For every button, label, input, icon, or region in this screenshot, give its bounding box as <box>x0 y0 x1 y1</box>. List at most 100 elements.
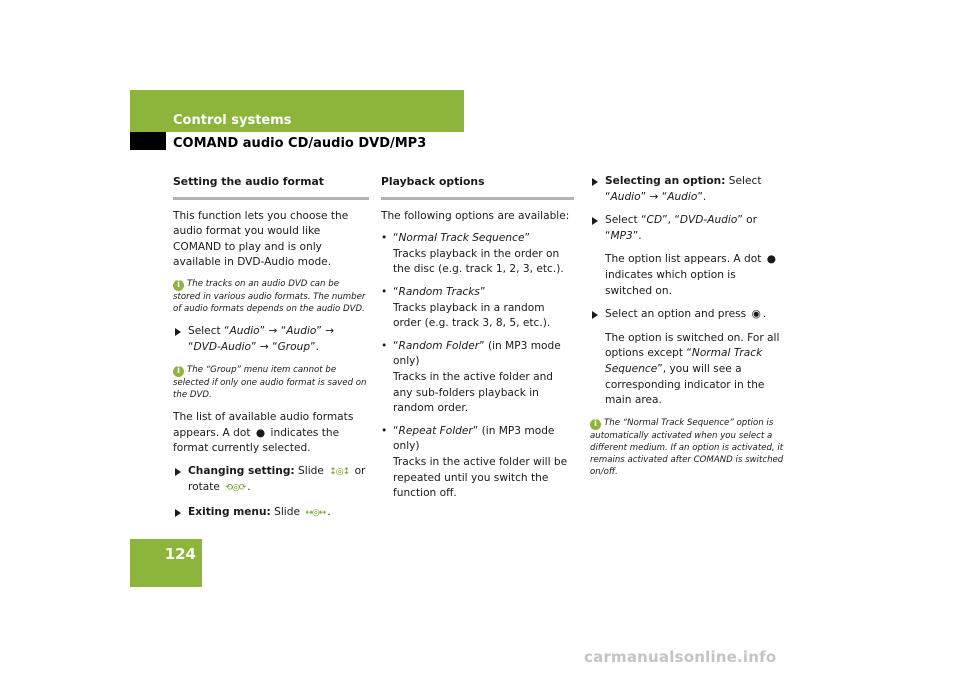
menu-item: MP3 <box>610 229 633 242</box>
bullet-icon: • <box>381 339 388 352</box>
step-text: ”, “ <box>662 214 680 227</box>
info-note: i The “Group” menu item cannot be selecte… <box>173 364 369 401</box>
menu-item: Audio <box>229 325 260 338</box>
info-note-text: The tracks on an audio DVD can be stored… <box>173 278 366 315</box>
intro-text: The following options are available: <box>381 209 570 222</box>
step-text: or rotate <box>188 464 366 494</box>
heading-rule <box>173 196 369 200</box>
instruction-step: Changing setting: Slide ↕◎↕ or rotate ⟲◎… <box>173 464 369 497</box>
dot-indicator-icon: ● <box>255 426 266 439</box>
body-text: The option is switched on. For all optio… <box>605 331 780 360</box>
instruction-step: Selecting an option: Select “Audio” → “A… <box>590 174 784 205</box>
option-name: Repeat Folder <box>398 424 473 437</box>
step-detail: The option list appears. A dot ● indicat… <box>590 252 784 299</box>
info-note-text: The “Normal Track Sequence” option is au… <box>590 417 784 478</box>
heading-playback-options: Playback options <box>381 175 485 188</box>
step-text: ”. <box>697 190 707 203</box>
arrow-bullet-icon <box>175 467 181 476</box>
dot-indicator-icon: ● <box>766 253 777 266</box>
step-text: Select an option and press <box>605 308 747 321</box>
section-marker <box>130 132 166 150</box>
step-text: ” → “ <box>640 190 668 203</box>
option-item: • “Random Folder” (in MP3 mode only) Track… <box>381 339 561 415</box>
section-title: Control systems <box>173 113 292 128</box>
info-icon: i <box>173 365 184 377</box>
option-description: Tracks in the active folder and any sub-… <box>393 370 554 415</box>
bullet-icon: • <box>381 424 388 437</box>
body-text: ”, you will see a corresponding indicato… <box>605 362 765 407</box>
step-text: ” → “ <box>251 340 278 353</box>
option-name: Random Folder <box>398 339 480 352</box>
info-icon: i <box>590 418 601 430</box>
instruction-step: Select an option and press ◉. <box>590 307 784 323</box>
body-text: indicates which option is switched on. <box>605 268 736 297</box>
body-text: The option list appears. A dot <box>605 253 762 266</box>
menu-item: Audio <box>610 190 641 203</box>
arrow-bullet-icon <box>592 217 598 226</box>
step-label: Changing setting: <box>188 464 295 477</box>
info-note: i The “Normal Track Sequence” option is a… <box>590 417 784 479</box>
option-item: • “Repeat Folder” (in MP3 mode only) Track… <box>381 424 568 500</box>
press-control-icon: ◉ <box>751 308 761 321</box>
slide-left-right-icon: ↔◎↔ <box>305 507 326 518</box>
option-item: • “Normal Track Sequence” Tracks playback … <box>381 232 564 276</box>
column-instructions: Selecting an option: Select “Audio” → “A… <box>590 174 784 488</box>
list-description: The list of available audio formats appe… <box>173 410 369 457</box>
option-description: Tracks playback in a random order (e.g. … <box>393 301 551 330</box>
menu-item: Audio <box>286 325 317 338</box>
options-list: • “Normal Track Sequence” Tracks playback … <box>381 231 574 502</box>
bullet-icon: • <box>381 232 388 245</box>
step-text: ”. <box>310 340 319 353</box>
step-label: Selecting an option: <box>605 175 726 187</box>
option-description: Tracks playback in the order on the disc… <box>393 247 564 276</box>
slide-up-down-icon: ↕◎↕ <box>329 466 350 477</box>
info-note-text: The “Group” menu item cannot be selected… <box>173 364 367 400</box>
step-text: ”. <box>632 229 642 242</box>
step-text: ” or “ <box>605 214 758 242</box>
intro-text: This function lets you choose the audio … <box>173 209 349 269</box>
column-playback-options: Playback options The following options a… <box>381 174 574 509</box>
column-audio-format: Setting the audio format This function l… <box>173 174 369 530</box>
instruction-step: Select “Audio” → “Audio” → “DVD-Audio” →… <box>173 324 369 355</box>
instruction-step: Exiting menu: Slide ↔◎↔. <box>173 505 369 522</box>
heading-audio-format: Setting the audio format <box>173 175 324 188</box>
step-text: ” → “ <box>188 325 335 353</box>
arrow-bullet-icon <box>175 508 181 517</box>
arrow-bullet-icon <box>592 178 598 186</box>
menu-item: CD <box>646 214 663 227</box>
menu-item: Audio <box>667 190 698 203</box>
option-item: • “Random Tracks” Tracks playback in a ran… <box>381 285 551 330</box>
option-mode: (in MP3 mode only) <box>393 424 555 453</box>
option-mode: (in MP3 mode only) <box>393 339 561 368</box>
step-text: ” → “ <box>259 325 287 338</box>
arrow-bullet-icon <box>592 311 598 320</box>
option-description: Tracks in the active folder will be repe… <box>393 455 568 500</box>
body-text: indicates the format currently selected. <box>173 426 340 455</box>
step-text: Select “ <box>605 175 762 203</box>
menu-item: DVD-Audio <box>679 214 738 227</box>
step-text: Select “ <box>188 325 230 338</box>
header-band <box>130 90 464 132</box>
heading-rule <box>381 196 574 200</box>
step-text: Slide <box>298 464 324 477</box>
arrow-bullet-icon <box>175 328 181 337</box>
page-number-box: 124 <box>130 539 202 587</box>
menu-item: Group <box>277 340 311 353</box>
bullet-icon: • <box>381 285 388 298</box>
option-name: Normal Track Sequence <box>398 232 525 245</box>
step-label: Exiting menu: <box>188 505 271 518</box>
watermark: carmanualsonline.info <box>584 648 777 666</box>
step-detail: The option is switched on. For all optio… <box>590 331 784 409</box>
body-text: The list of available audio formats appe… <box>173 410 354 439</box>
info-icon: i <box>173 279 184 291</box>
rotate-control-icon: ⟲◎⟳ <box>225 483 246 494</box>
instruction-step: Select “CD”, “DVD-Audio” or “MP3”. <box>590 213 784 244</box>
option-name: Normal Track Sequence <box>605 347 763 375</box>
subsection-title: COMAND audio CD/audio DVD/MP3 <box>173 136 427 151</box>
info-note: i The tracks on an audio DVD can be store… <box>173 278 369 315</box>
option-name: Random Tracks <box>398 285 480 298</box>
step-text: Select “ <box>605 214 647 227</box>
menu-item: DVD-Audio <box>193 340 252 353</box>
step-text: Slide <box>274 505 300 518</box>
page-number: 124 <box>164 545 196 563</box>
